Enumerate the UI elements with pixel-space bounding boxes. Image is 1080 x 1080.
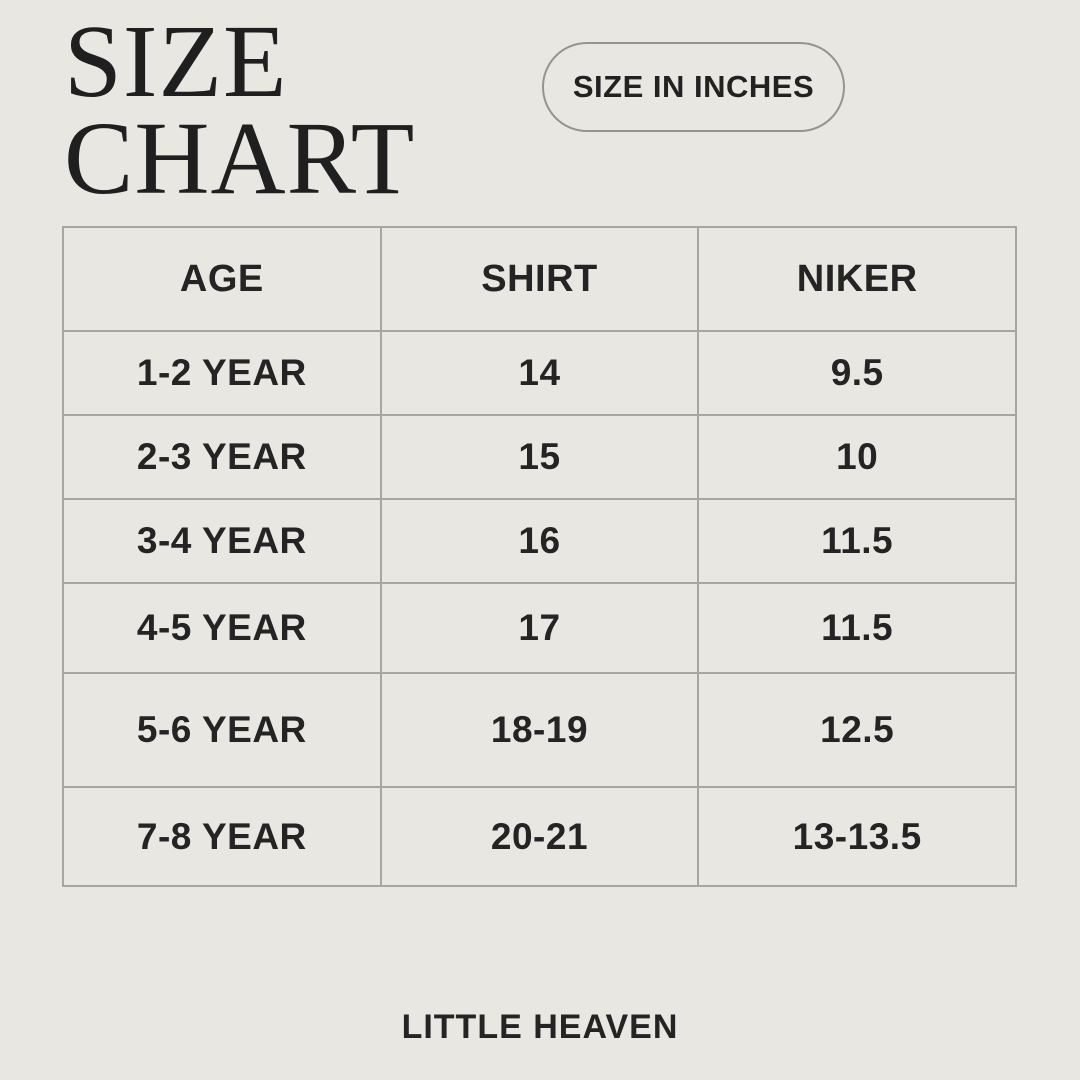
table-row: 3-4 YEAR 16 11.5 [62, 498, 1017, 584]
table-cell: 18-19 [379, 672, 700, 788]
column-header: AGE [62, 226, 382, 332]
page-title-line2: CHART [64, 100, 416, 216]
table-row: 7-8 YEAR 20-21 13-13.5 [62, 786, 1017, 887]
table-cell: 16 [379, 498, 700, 584]
size-table-body: 1-2 YEAR 14 9.5 2-3 YEAR 15 10 3-4 YEAR 16 11.5 4… [62, 330, 1017, 887]
table-cell: 5-6 YEAR [62, 672, 382, 788]
table-cell: 7-8 YEAR [62, 786, 382, 887]
table-cell: 20-21 [379, 786, 700, 887]
size-table: AGE SHIRT NIKER 1-2 YEAR 14 9.5 2-3 YEAR 15 10 3… [62, 226, 1017, 887]
table-cell: 15 [379, 414, 700, 500]
brand-name: LITTLE HEAVEN [401, 1008, 679, 1046]
size-table-header: AGE SHIRT NIKER [62, 226, 1017, 332]
table-cell: 13-13.5 [697, 786, 1017, 887]
table-cell: 2-3 YEAR [62, 414, 382, 500]
table-row: 4-5 YEAR 17 11.5 [62, 582, 1017, 674]
table-cell: 14 [379, 330, 700, 416]
size-unit-badge-label: SIZE IN INCHES [572, 69, 815, 104]
page-title-line1: SIZE [64, 4, 288, 119]
column-header: SHIRT [379, 226, 700, 332]
column-header: NIKER [697, 226, 1017, 332]
page-title: SIZE CHART [64, 4, 416, 216]
table-cell: 4-5 YEAR [62, 582, 382, 674]
table-cell: 9.5 [697, 330, 1017, 416]
table-row: 1-2 YEAR 14 9.5 [62, 330, 1017, 416]
table-cell: 3-4 YEAR [62, 498, 382, 584]
table-cell: 11.5 [697, 582, 1017, 674]
table-cell: 12.5 [697, 672, 1017, 788]
table-row: 2-3 YEAR 15 10 [62, 414, 1017, 500]
table-cell: 11.5 [697, 498, 1017, 584]
table-header-row: AGE SHIRT NIKER [62, 226, 1017, 332]
table-row: 5-6 YEAR 18-19 12.5 [62, 672, 1017, 788]
table-cell: 1-2 YEAR [62, 330, 382, 416]
size-unit-badge: SIZE IN INCHES [542, 42, 845, 132]
table-cell: 10 [697, 414, 1017, 500]
table-cell: 17 [379, 582, 700, 674]
